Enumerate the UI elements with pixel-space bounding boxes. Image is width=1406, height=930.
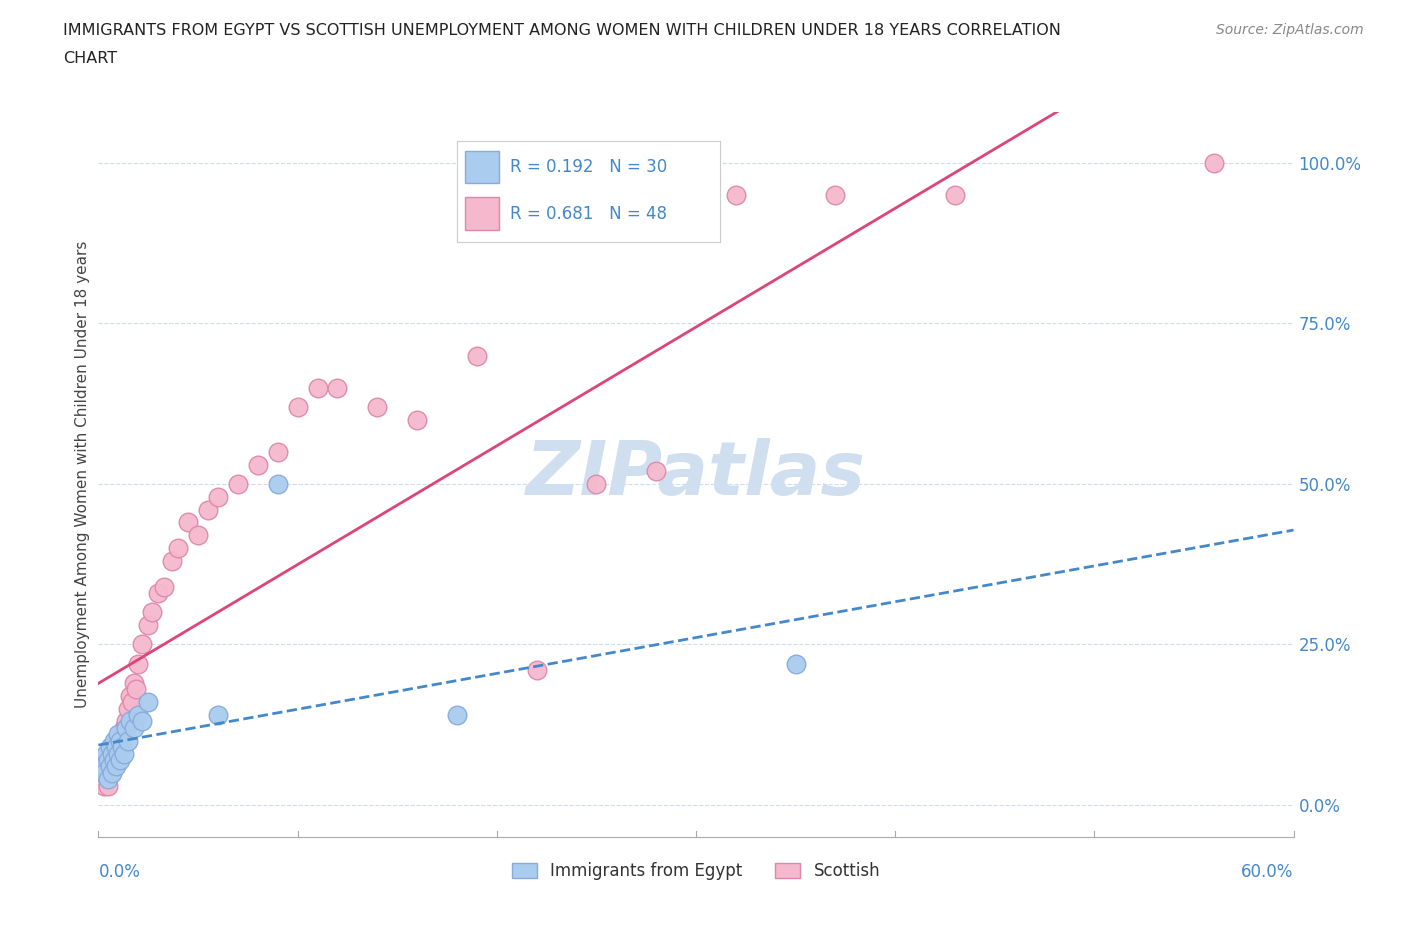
Text: 60.0%: 60.0%: [1241, 863, 1294, 881]
Point: [160, 553, 183, 568]
Point: [141, 604, 163, 619]
Point: [824, 188, 846, 203]
Point: [103, 733, 125, 748]
Point: [406, 412, 429, 427]
Point: [107, 746, 129, 761]
Point: [112, 721, 135, 736]
Point: [136, 695, 159, 710]
Point: [153, 579, 176, 594]
Point: [101, 752, 124, 767]
Point: [115, 721, 138, 736]
Point: [96, 765, 118, 780]
Point: [366, 400, 388, 415]
Point: [105, 759, 128, 774]
Point: [585, 476, 607, 491]
Point: [105, 752, 128, 767]
Point: [943, 188, 966, 203]
Point: [287, 400, 309, 415]
Point: [98, 739, 122, 754]
Point: [177, 515, 200, 530]
Point: [267, 476, 290, 491]
Point: [326, 380, 349, 395]
Point: [120, 688, 142, 703]
Point: [98, 765, 122, 780]
Point: [526, 663, 548, 678]
Point: [125, 682, 148, 697]
Point: [724, 188, 747, 203]
Point: [97, 778, 120, 793]
Point: [101, 746, 124, 761]
Point: [127, 708, 149, 723]
Point: [120, 714, 142, 729]
Point: [117, 701, 139, 716]
Point: [1202, 155, 1225, 170]
Point: [91, 772, 114, 787]
Point: [117, 733, 139, 748]
Point: [207, 489, 229, 504]
Point: [107, 727, 129, 742]
Point: [93, 778, 115, 793]
Text: IMMIGRANTS FROM EGYPT VS SCOTTISH UNEMPLOYMENT AMONG WOMEN WITH CHILDREN UNDER 1: IMMIGRANTS FROM EGYPT VS SCOTTISH UNEMPL…: [63, 23, 1062, 38]
Point: [148, 586, 170, 601]
Legend: Immigrants from Egypt, Scottish: Immigrants from Egypt, Scottish: [505, 856, 887, 886]
Point: [112, 746, 135, 761]
Point: [124, 675, 146, 690]
Point: [121, 695, 143, 710]
Point: [226, 476, 249, 491]
Point: [105, 739, 128, 754]
Point: [207, 708, 229, 723]
Point: [131, 637, 153, 652]
Text: Source: ZipAtlas.com: Source: ZipAtlas.com: [1216, 23, 1364, 37]
Point: [197, 502, 219, 517]
Point: [267, 445, 290, 459]
Text: CHART: CHART: [63, 51, 117, 66]
Point: [127, 657, 149, 671]
Point: [101, 759, 124, 774]
Point: [110, 739, 132, 754]
Point: [97, 772, 120, 787]
Text: 0.0%: 0.0%: [98, 863, 141, 881]
Point: [103, 752, 125, 767]
Point: [98, 759, 122, 774]
Point: [103, 746, 125, 761]
Point: [446, 708, 468, 723]
Point: [785, 657, 807, 671]
Point: [465, 348, 488, 363]
Point: [111, 739, 134, 754]
Point: [307, 380, 329, 395]
Text: ZIPatlas: ZIPatlas: [526, 438, 866, 511]
Point: [96, 746, 118, 761]
Point: [110, 752, 132, 767]
Point: [131, 714, 153, 729]
Point: [124, 721, 146, 736]
Point: [115, 714, 138, 729]
Point: [97, 759, 120, 774]
Point: [93, 765, 115, 780]
Point: [246, 458, 269, 472]
Point: [645, 464, 668, 479]
Point: [187, 528, 209, 543]
Point: [111, 727, 134, 742]
Point: [167, 540, 190, 555]
Y-axis label: Unemployment Among Women with Children Under 18 years: Unemployment Among Women with Children U…: [75, 241, 90, 708]
Point: [91, 759, 114, 774]
Point: [136, 618, 159, 632]
Point: [107, 733, 129, 748]
Point: [97, 752, 120, 767]
Point: [110, 733, 132, 748]
Point: [101, 765, 124, 780]
